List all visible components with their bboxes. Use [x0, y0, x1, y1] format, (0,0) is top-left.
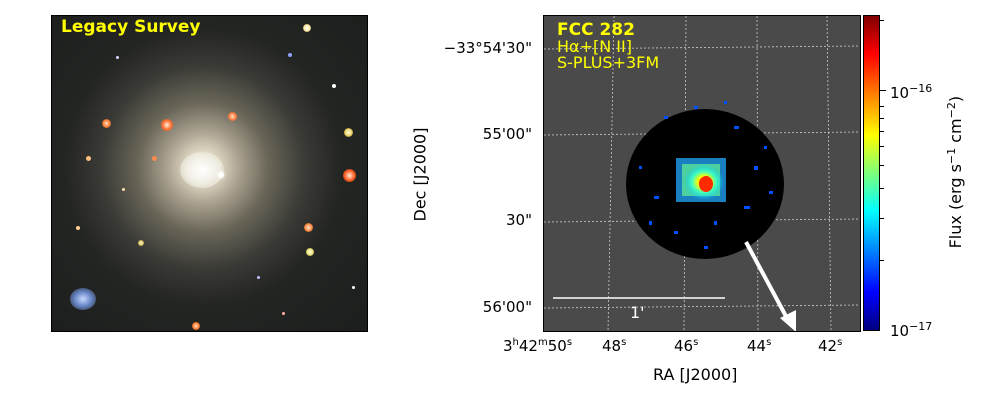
- colorbar-minor-tick: [880, 106, 884, 107]
- field-star: [228, 112, 237, 121]
- halpha-map: FCC 282 Hα+[N II] S-PLUS+3FM 1': [543, 15, 861, 332]
- colorbar-minor-tick: [880, 260, 884, 261]
- ra-tick-h-unit: h: [512, 337, 519, 348]
- ra-tick-label: 48s: [602, 337, 626, 355]
- field-star: [332, 84, 336, 88]
- colorbar-tick-label: 10−17: [890, 320, 932, 340]
- colorbar-minor-tick: [880, 118, 884, 119]
- dec-tick-label: −33°54'30": [443, 39, 532, 57]
- ra-tick-seconds: 48: [602, 337, 622, 355]
- emission-region: [676, 158, 726, 202]
- object-name: FCC 282: [557, 20, 635, 40]
- line-label: Hα+[N II]: [557, 37, 632, 56]
- colorbar-minor-tick: [880, 165, 884, 166]
- ra-tick-s-unit: s: [693, 337, 699, 348]
- ra-tick-m-unit: m: [537, 337, 548, 348]
- ra-tick-seconds: 50: [547, 337, 567, 355]
- ra-tick-seconds: 44: [747, 337, 767, 355]
- field-star: [304, 223, 313, 232]
- field-star: [102, 119, 111, 128]
- colorbar-major-tick: [880, 90, 886, 91]
- field-star: [76, 226, 80, 230]
- ra-axis-title: RA [J2000]: [653, 365, 738, 384]
- dec-axis-title: Dec [J2000]: [410, 127, 430, 222]
- ra-tick-minutes: 42: [518, 337, 538, 355]
- field-star: [152, 156, 157, 161]
- galaxy-nucleus: [218, 172, 224, 178]
- colorbar-minor-tick: [880, 20, 884, 21]
- colorbar-tick-base: 10: [890, 84, 910, 102]
- colorbar-title-part: cm: [946, 118, 966, 148]
- ra-tick-label: 42s: [818, 337, 842, 355]
- colorbar-minor-tick: [880, 131, 884, 132]
- ra-tick-label: 44s: [747, 337, 771, 355]
- colorbar-minor-tick: [880, 146, 884, 147]
- field-star: [116, 56, 119, 59]
- colorbar-minor-tick: [880, 188, 884, 189]
- ra-tick-seconds: 42: [818, 337, 838, 355]
- colorbar-tick-label: 10−16: [890, 82, 932, 102]
- field-star: [343, 169, 356, 182]
- colorbar-tick-exponent: −16: [909, 82, 933, 95]
- colorbar-title: Flux (erg s−1 cm−2): [945, 87, 965, 257]
- field-star: [288, 53, 292, 57]
- field-star: [86, 156, 91, 161]
- ra-tick-s-unit: s: [766, 337, 772, 348]
- ra-tick-label: 46s: [674, 337, 698, 355]
- field-star: [138, 240, 144, 246]
- field-star: [257, 276, 260, 279]
- colorbar-minor-tick: [880, 218, 884, 219]
- colorbar-title-exponent: −2: [944, 102, 958, 119]
- dec-tick-label: 30": [506, 211, 532, 229]
- ra-tick-seconds: 46: [674, 337, 694, 355]
- dec-tick-label: 55'00": [482, 125, 532, 143]
- halpha-map-drawing: [544, 16, 860, 331]
- colorbar-title-part: Flux (erg s: [946, 164, 966, 249]
- colorbar: [863, 15, 880, 331]
- noise-pixels: [639, 101, 773, 249]
- field-star: [122, 188, 125, 191]
- direction-arrow: [744, 241, 796, 331]
- field-star: [192, 322, 200, 330]
- scale-bar-label: 1': [630, 303, 645, 322]
- ra-tick-label: 3h42m50s: [503, 337, 572, 355]
- ra-tick-s-unit: s: [837, 337, 843, 348]
- survey-label: S-PLUS+3FM: [557, 53, 660, 72]
- colorbar-title-exponent: −1: [944, 147, 958, 165]
- background-galaxy: [70, 288, 96, 310]
- ra-tick-hours: 3: [503, 337, 513, 355]
- field-star: [161, 119, 173, 131]
- galaxy-core: [180, 152, 224, 188]
- field-star: [352, 286, 355, 289]
- field-star: [303, 24, 311, 32]
- field-star: [306, 248, 314, 256]
- optical-panel-title: Legacy Survey: [61, 17, 201, 37]
- legacy-survey-image: Legacy Survey: [51, 15, 368, 332]
- field-star: [344, 128, 353, 137]
- ra-tick-s-unit: s: [566, 337, 573, 348]
- colorbar-tick-exponent: −17: [909, 320, 933, 333]
- colorbar-title-part: ): [946, 95, 966, 103]
- dec-tick-label: 56'00": [482, 298, 532, 316]
- colorbar-tick-base: 10: [890, 322, 910, 340]
- ra-tick-s-unit: s: [621, 337, 627, 348]
- field-star: [282, 312, 285, 315]
